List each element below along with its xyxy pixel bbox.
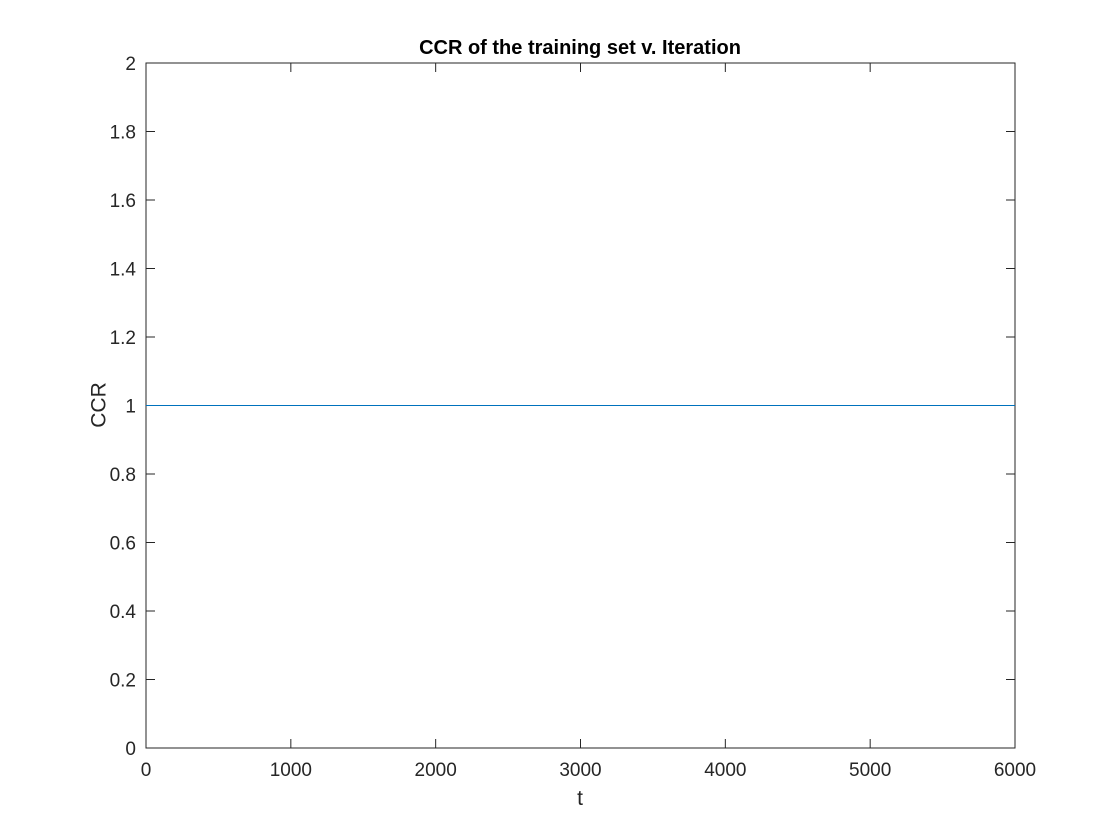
x-tick-label: 5000 (849, 760, 891, 781)
chart-title: CCR of the training set v. Iteration (419, 37, 741, 59)
y-tick-label: 2 (125, 54, 136, 75)
y-tick-label: 0.8 (110, 465, 136, 486)
y-tick-label: 0.6 (110, 534, 136, 555)
x-tick-label: 6000 (994, 760, 1036, 781)
y-axis-label: CCR (88, 382, 111, 428)
x-axis-label: t (577, 787, 583, 810)
x-tick-label: 4000 (704, 760, 746, 781)
x-axis-ticks: 0 1000 2000 3000 4000 5000 6000 (141, 63, 1036, 781)
y-axis-ticks: 0 0.2 0.4 0.6 0.8 1 1.2 1.4 1.6 1.8 2 (110, 54, 1015, 760)
y-tick-label: 1 (125, 397, 136, 418)
y-tick-label: 1.6 (110, 191, 136, 212)
x-tick-label: 3000 (559, 760, 601, 781)
x-tick-label: 1000 (270, 760, 312, 781)
y-tick-label: 0 (125, 739, 136, 760)
y-tick-label: 1.8 (110, 123, 136, 144)
x-tick-label: 0 (141, 760, 152, 781)
y-tick-label: 0.4 (110, 602, 137, 623)
y-tick-label: 1.4 (110, 260, 137, 281)
y-tick-label: 0.2 (110, 671, 136, 692)
x-tick-label: 2000 (415, 760, 457, 781)
y-tick-label: 1.2 (110, 328, 136, 349)
